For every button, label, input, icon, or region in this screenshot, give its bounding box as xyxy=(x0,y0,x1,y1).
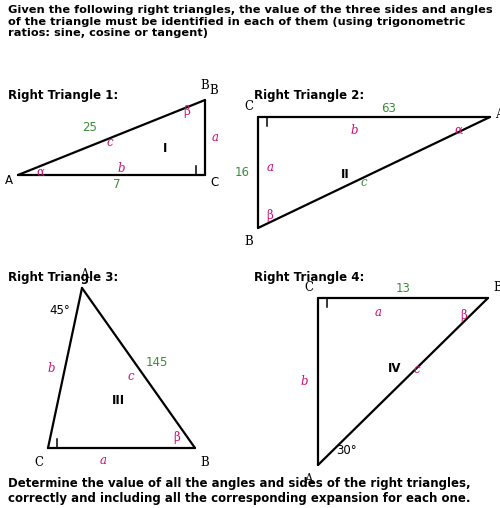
Text: Given the following right triangles, the value of the three sides and angles
of : Given the following right triangles, the… xyxy=(8,5,492,38)
Text: c: c xyxy=(360,176,368,189)
Text: IV: IV xyxy=(388,362,402,374)
Text: I: I xyxy=(163,142,167,154)
Text: Right Triangle 3:: Right Triangle 3: xyxy=(8,271,118,284)
Text: a: a xyxy=(374,305,382,319)
Text: α: α xyxy=(454,123,462,137)
Text: A: A xyxy=(80,268,88,281)
Text: 13: 13 xyxy=(396,282,410,296)
Text: B: B xyxy=(200,79,209,92)
Text: III: III xyxy=(112,394,124,406)
Text: B: B xyxy=(209,84,218,97)
Text: A: A xyxy=(495,109,500,121)
Text: B: B xyxy=(200,456,209,469)
Text: 16: 16 xyxy=(234,166,250,179)
Text: C: C xyxy=(244,100,253,113)
Text: 25: 25 xyxy=(82,121,97,134)
Text: a: a xyxy=(212,131,218,144)
Text: c: c xyxy=(106,136,113,149)
Text: b: b xyxy=(300,375,308,388)
Text: Right Triangle 1:: Right Triangle 1: xyxy=(8,89,118,102)
Text: b: b xyxy=(350,123,358,137)
Text: II: II xyxy=(340,169,349,181)
Text: Determine the value of all the angles and sides of the right triangles,
correctl: Determine the value of all the angles an… xyxy=(8,477,470,505)
Text: β: β xyxy=(266,209,274,223)
Text: A: A xyxy=(304,473,313,486)
Text: 145: 145 xyxy=(146,357,168,369)
Text: 7: 7 xyxy=(113,177,120,190)
Text: C: C xyxy=(210,175,218,188)
Text: C: C xyxy=(304,281,313,294)
Text: 45°: 45° xyxy=(49,303,70,316)
Text: a: a xyxy=(100,454,107,466)
Text: a: a xyxy=(266,161,274,174)
Text: 63: 63 xyxy=(382,102,396,114)
Text: c: c xyxy=(414,363,420,376)
Text: α: α xyxy=(36,166,44,178)
Text: A: A xyxy=(5,174,13,186)
Text: β: β xyxy=(460,308,468,322)
Text: Right Triangle 2:: Right Triangle 2: xyxy=(254,89,364,102)
Text: B: B xyxy=(493,281,500,294)
Text: C: C xyxy=(34,456,43,469)
Text: β: β xyxy=(174,431,180,444)
Text: B: B xyxy=(244,235,253,248)
Text: b: b xyxy=(118,162,125,175)
Text: b: b xyxy=(47,362,55,374)
Text: β: β xyxy=(184,106,190,118)
Text: 30°: 30° xyxy=(336,443,356,457)
Text: Right Triangle 4:: Right Triangle 4: xyxy=(254,271,364,284)
Text: c: c xyxy=(127,369,134,383)
